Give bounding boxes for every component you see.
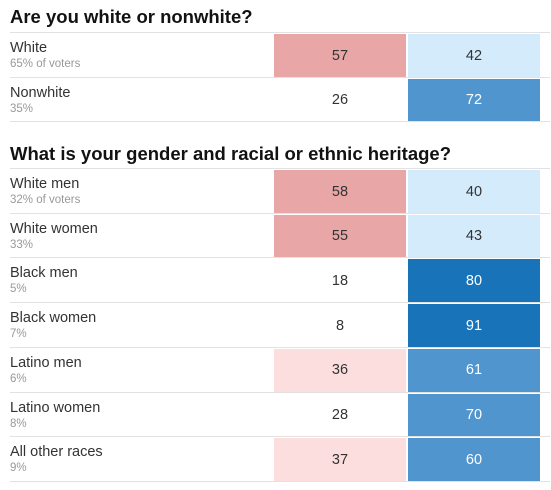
voter-share: 9% bbox=[10, 462, 27, 475]
voter-share: 6% bbox=[10, 372, 27, 385]
table-row: Latino women 8% 28 70 bbox=[10, 391, 550, 437]
republican-value-cell: 58 bbox=[274, 170, 406, 213]
voter-share: 35% bbox=[10, 102, 34, 115]
democrat-value-cell: 91 bbox=[408, 304, 540, 348]
democrat-value-cell: 42 bbox=[408, 34, 540, 77]
group-name: White men bbox=[10, 176, 80, 192]
row-label: Black women 7% bbox=[10, 309, 272, 341]
table-row: Latino men 6% 36 61 bbox=[10, 346, 550, 392]
democrat-value-cell: 80 bbox=[408, 259, 540, 303]
republican-value-cell: 37 bbox=[274, 438, 406, 482]
republican-value-cell: 57 bbox=[274, 34, 406, 77]
table-row: White women 33% 55 43 bbox=[10, 212, 550, 258]
group-name: Latino men bbox=[10, 354, 82, 371]
voter-share: 8% bbox=[10, 417, 27, 430]
table-row: White 65% of voters 57 42 bbox=[10, 32, 550, 77]
row-label: White 65% of voters bbox=[10, 39, 272, 71]
row-label: Black men 5% bbox=[10, 264, 272, 296]
row-label: Latino women 8% bbox=[10, 399, 272, 431]
republican-value-cell: 28 bbox=[274, 393, 406, 437]
democrat-value-cell: 70 bbox=[408, 393, 540, 437]
group-name: Latino women bbox=[10, 399, 101, 416]
democrat-value-cell: 60 bbox=[408, 438, 540, 482]
voter-share: 65% of voters bbox=[10, 58, 81, 70]
table-row: Black men 5% 18 80 bbox=[10, 257, 550, 303]
group-name: Black women bbox=[10, 310, 97, 327]
democrat-value-cell: 43 bbox=[408, 214, 540, 258]
section-title-race: Are you white or nonwhite? bbox=[10, 6, 253, 27]
section-title-gender-race: What is your gender and racial or ethnic… bbox=[10, 143, 452, 164]
row-label: White men 32% of voters bbox=[10, 175, 272, 207]
group-name: White bbox=[10, 40, 48, 56]
table-row: White men 32% of voters 58 40 bbox=[10, 168, 550, 213]
table-bottom-rule bbox=[10, 121, 550, 123]
voter-share: 32% of voters bbox=[10, 194, 81, 206]
voter-share: 5% bbox=[10, 283, 27, 296]
row-label: Latino men 6% bbox=[10, 354, 272, 386]
table-bottom-rule bbox=[10, 480, 550, 482]
row-label: All other races 9% bbox=[10, 443, 272, 475]
democrat-value-cell: 40 bbox=[408, 170, 540, 213]
republican-value-cell: 8 bbox=[274, 304, 406, 348]
table-row: Black women 7% 8 91 bbox=[10, 302, 550, 348]
row-label: White women 33% bbox=[10, 220, 272, 252]
democrat-value-cell: 72 bbox=[408, 78, 540, 122]
table-row: Nonwhite 35% 26 72 bbox=[10, 76, 550, 122]
voter-share: 33% bbox=[10, 238, 34, 251]
group-name: Nonwhite bbox=[10, 84, 71, 101]
group-name: All other races bbox=[10, 444, 103, 461]
republican-value-cell: 18 bbox=[274, 259, 406, 303]
voter-share: 7% bbox=[10, 328, 27, 341]
republican-value-cell: 36 bbox=[274, 348, 406, 392]
group-name: White women bbox=[10, 220, 98, 237]
group-name: Black men bbox=[10, 265, 78, 282]
table-row: All other races 9% 37 60 bbox=[10, 436, 550, 482]
republican-value-cell: 55 bbox=[274, 214, 406, 258]
democrat-value-cell: 61 bbox=[408, 348, 540, 392]
row-label: Nonwhite 35% bbox=[10, 84, 272, 116]
republican-value-cell: 26 bbox=[274, 78, 406, 122]
